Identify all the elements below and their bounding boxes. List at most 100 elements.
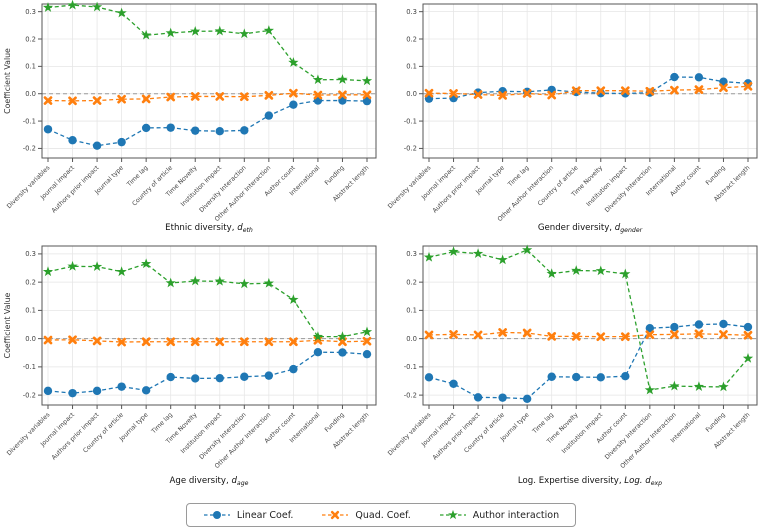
- legend: Linear Coef. Quad. Coef. Author interact…: [185, 503, 577, 527]
- y-tick-label: 0.3: [406, 8, 417, 16]
- point-circle-marker: [743, 322, 753, 332]
- point-x-marker: [620, 332, 630, 342]
- point-star-marker: [42, 2, 54, 12]
- point-x-marker: [92, 336, 102, 346]
- series-line: [47, 4, 368, 82]
- x-axis-title-subscript: exp: [651, 480, 662, 487]
- point-circle-marker: [117, 137, 126, 147]
- point-star-marker: [165, 27, 176, 38]
- y-tick-label: 0.2: [25, 35, 36, 43]
- y-tick-label: 0.1: [25, 307, 36, 315]
- x-tick-label: Funding: [705, 411, 727, 433]
- series-line: [428, 331, 749, 338]
- series-line: [428, 85, 749, 97]
- point-star-marker: [312, 331, 324, 342]
- point-x-marker: [571, 86, 581, 96]
- y-tick-label: -0.2: [404, 391, 417, 399]
- point-circle-marker: [166, 372, 175, 382]
- point-x-marker: [190, 92, 200, 101]
- y-tick-label: 0.2: [25, 278, 36, 286]
- y-tick-label: -0.2: [23, 145, 36, 153]
- point-circle-marker: [43, 125, 53, 134]
- chart-panel-age-diversity: 0.3 0.2 0.1 0.0 -0.1 -0.2 Diversity variables J…: [0, 242, 381, 498]
- x-axis-title-math: d: [615, 223, 621, 233]
- point-x-marker: [498, 328, 507, 337]
- point-star-marker: [91, 1, 103, 12]
- point-star-marker: [91, 261, 103, 271]
- point-x-marker: [68, 335, 77, 345]
- x-tick-label: Time lag: [150, 411, 174, 435]
- point-star-marker: [239, 278, 250, 289]
- y-tick-label: -0.2: [23, 391, 36, 399]
- x-axis-title-subscript: age: [237, 480, 249, 487]
- x-axis-title-plain: Gender diversity,: [538, 223, 615, 233]
- chart-row-top: 0.3 0.2 0.1 0.0 -0.1 -0.2 Diversity variables J…: [0, 0, 762, 242]
- point-star-marker: [620, 268, 631, 279]
- point-circle-marker: [424, 373, 434, 382]
- chart-panel-expertise-diversity: 0.3 0.2 0.1 0.0 -0.1 -0.2 Diversity variables J…: [381, 242, 762, 498]
- point-star-marker: [190, 25, 201, 36]
- point-star-marker: [312, 74, 324, 85]
- point-x-marker: [473, 330, 483, 340]
- point-x-marker: [43, 96, 53, 105]
- quad-coef-marker-icon: [322, 510, 349, 520]
- point-circle-marker: [645, 323, 655, 333]
- point-star-marker: [742, 353, 754, 363]
- point-circle-marker: [289, 100, 298, 109]
- y-tick-label: 0.1: [25, 63, 36, 71]
- point-x-marker: [620, 86, 630, 96]
- gridlines: [42, 246, 376, 405]
- legend-label-quad: Quad. Coef.: [355, 509, 411, 521]
- point-circle-marker: [449, 379, 458, 389]
- plot-border: [422, 245, 758, 406]
- point-x-marker: [92, 96, 102, 105]
- point-x-marker: [313, 90, 323, 100]
- x-tick-label: Authors prior impact: [431, 164, 481, 214]
- x-tick-label: Diversity Interaction: [604, 411, 654, 461]
- y-tick-label: 0.1: [406, 307, 417, 315]
- x-axis-title: Log. Expertise diversity, Log. dexp: [518, 476, 662, 487]
- point-circle-marker: [694, 320, 704, 329]
- point-star-marker: [239, 28, 250, 39]
- point-circle-marker: [547, 372, 556, 381]
- point-circle-marker: [596, 373, 605, 382]
- point-circle-marker: [68, 388, 77, 398]
- y-tick-label: 0.0: [25, 335, 36, 343]
- point-x-marker: [694, 329, 704, 339]
- y-tick-label: -0.1: [404, 117, 417, 125]
- x-tick-label: Diversity variables: [387, 411, 433, 457]
- point-circle-marker: [498, 393, 507, 402]
- x-axis-title-plain: Log. Expertise diversity,: [518, 476, 624, 486]
- chart-row-bottom: 0.3 0.2 0.1 0.0 -0.1 -0.2 Diversity variables J…: [0, 242, 762, 498]
- series-line: [47, 339, 368, 343]
- point-star-marker: [214, 25, 225, 36]
- series-line: [428, 76, 749, 100]
- point-star-marker: [693, 381, 705, 392]
- y-tick-label: 0.3: [25, 250, 36, 258]
- x-axis-title-subscript: gender: [620, 227, 642, 234]
- point-x-marker: [596, 86, 606, 96]
- y-tick-label: -0.1: [23, 117, 36, 125]
- point-x-marker: [166, 337, 176, 347]
- point-star-marker: [116, 7, 127, 18]
- point-circle-marker: [191, 126, 200, 135]
- point-x-marker: [719, 83, 728, 93]
- series-interaction: [423, 244, 754, 395]
- point-circle-marker: [670, 322, 679, 332]
- legend-item-linear: Linear Coef.: [203, 509, 293, 521]
- point-x-marker: [117, 94, 126, 104]
- point-star-marker: [644, 384, 655, 395]
- gridlines: [423, 4, 757, 158]
- plot-border: [41, 3, 377, 159]
- series-linear: [424, 72, 753, 103]
- point-star-marker: [361, 326, 373, 337]
- x-tick-label: Diversity Interaction: [198, 164, 248, 214]
- point-circle-marker: [212, 511, 221, 519]
- point-x-marker: [215, 337, 225, 347]
- point-star-marker: [472, 248, 484, 258]
- point-circle-marker: [694, 73, 704, 82]
